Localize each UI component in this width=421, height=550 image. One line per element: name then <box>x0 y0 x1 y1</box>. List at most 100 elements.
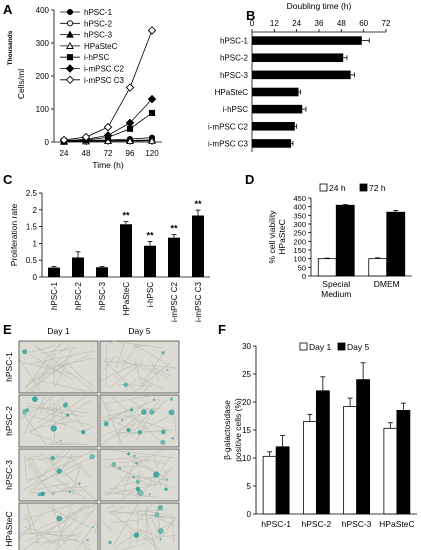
stain-spot <box>68 490 72 493</box>
cell-texture <box>29 345 55 353</box>
cell-texture <box>39 347 78 354</box>
cell-texture <box>28 350 95 365</box>
bar <box>120 224 132 277</box>
legend-marker <box>65 64 75 73</box>
stain-spot <box>166 369 169 372</box>
cell-texture <box>50 448 66 464</box>
cell-texture <box>50 485 77 495</box>
stain-spot <box>59 439 62 442</box>
cell-texture <box>25 359 48 390</box>
y-axis-label-line2: positive cells (%) <box>233 398 243 462</box>
stain-spot <box>127 452 131 456</box>
data-point <box>103 131 113 140</box>
y-tick-label: 250 <box>293 229 306 238</box>
y-tick-label: 1.5 <box>26 223 38 232</box>
stain-spot <box>50 425 57 432</box>
cell-texture <box>57 399 66 430</box>
stain-spot <box>111 461 117 467</box>
cell-texture <box>32 352 55 393</box>
x-tick-label: 48 <box>82 149 91 158</box>
y-tick-label: 350 <box>293 211 306 220</box>
cell-texture <box>108 509 170 514</box>
category-label: Medium <box>321 289 351 299</box>
cell-texture <box>139 509 171 516</box>
cell-texture <box>32 538 79 544</box>
stain-spot <box>132 475 135 479</box>
cell-texture <box>28 464 54 497</box>
cell-texture <box>139 363 170 379</box>
cell-texture <box>109 449 178 459</box>
cell-texture <box>32 343 94 392</box>
cell-texture <box>142 383 151 393</box>
stain-spot <box>22 408 26 411</box>
panel-label-a: A <box>3 2 13 17</box>
legend-swatch <box>299 342 308 351</box>
legend-entry: Day 1 <box>309 342 331 352</box>
cell-texture <box>121 343 140 367</box>
cell-texture <box>61 397 84 428</box>
cell-texture <box>29 457 78 492</box>
cell-texture <box>145 512 157 550</box>
stain-spot <box>25 408 30 413</box>
y-tick-label: 20 <box>242 398 251 407</box>
stain-spot <box>32 396 38 402</box>
stain-spot <box>148 493 151 496</box>
x-tick-label: 60 <box>359 19 368 28</box>
cell-texture <box>128 530 133 547</box>
cell-texture <box>108 398 160 419</box>
cell-texture <box>126 379 136 390</box>
cell-texture <box>133 399 161 432</box>
stain-spot <box>152 398 156 401</box>
y-tick-label: 30 <box>242 342 251 351</box>
panel-label-b: B <box>246 8 255 23</box>
y-axis-label: β-galactosidase <box>222 400 232 460</box>
row-label: hPSC-2 <box>4 406 14 436</box>
bar <box>275 446 290 515</box>
bar <box>317 258 337 277</box>
stain-spot <box>169 397 174 401</box>
legend-marker <box>66 30 74 38</box>
x-axis-label: Doubling time (h) <box>287 1 352 11</box>
cell-texture <box>47 507 90 528</box>
cell-texture <box>53 399 55 440</box>
legend-entry: hPSC-2 <box>84 19 113 28</box>
cell-texture <box>115 342 126 369</box>
cell-texture <box>137 529 156 544</box>
stain-spot <box>157 528 164 534</box>
cell-texture <box>136 450 163 465</box>
cell-texture <box>144 458 167 465</box>
data-point <box>104 136 112 145</box>
cell-texture <box>30 357 63 382</box>
x-tick-label: 36 <box>315 19 324 28</box>
cell-texture <box>30 531 62 534</box>
stain-spot <box>162 478 164 481</box>
y-tick-label: 200 <box>293 237 306 246</box>
panel-label-e: E <box>3 322 12 337</box>
cell-texture <box>112 340 163 349</box>
cell-texture <box>109 362 142 388</box>
stain-spot <box>123 382 128 388</box>
cell-texture <box>151 348 154 351</box>
cell-texture <box>135 457 150 463</box>
cell-texture <box>26 448 97 483</box>
column-label: Day 1 <box>47 326 69 336</box>
data-point <box>81 132 91 142</box>
cell-texture <box>100 407 150 447</box>
stain-spot <box>164 487 168 491</box>
cell-texture <box>109 505 125 514</box>
category-label: hPSC-1 <box>50 281 59 310</box>
y-tick-label: 0 <box>33 273 38 282</box>
x-tick-label: 0 <box>250 19 255 28</box>
cell-texture <box>62 466 80 477</box>
cell-texture <box>106 341 114 344</box>
stain-spot <box>22 349 28 355</box>
cell-texture <box>57 508 96 550</box>
legend-marker <box>66 41 74 49</box>
micrograph-tile <box>18 340 99 394</box>
stain-spot <box>89 453 95 460</box>
legend-entry: hPSC-3 <box>84 31 113 40</box>
cell-texture <box>130 416 169 437</box>
category-label: hPSC-1 <box>220 37 249 46</box>
category-label: i-mPSC C2 <box>170 281 179 322</box>
cell-texture <box>29 425 41 433</box>
